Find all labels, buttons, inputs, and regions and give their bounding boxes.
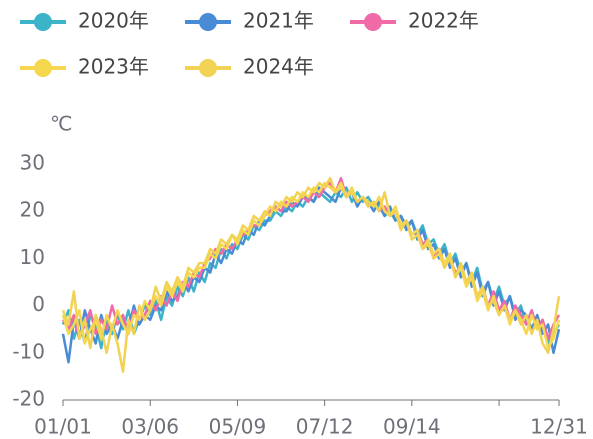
series-line — [61, 176, 561, 373]
series-line — [61, 186, 561, 364]
x-tick-label: 07/12 — [296, 415, 354, 439]
x-tick-label: 05/09 — [209, 415, 267, 439]
x-tick-label: 12/31 — [530, 415, 588, 439]
series-line — [61, 186, 561, 350]
legend-label: 2023年 — [78, 55, 149, 79]
x-tick-label: 03/06 — [121, 415, 179, 439]
x-tick-label: 01/01 — [34, 415, 92, 439]
x-tick-label: 09/14 — [383, 415, 441, 439]
y-tick-label: -10 — [12, 339, 45, 363]
legend-label: 2020年 — [78, 9, 149, 33]
legend-marker — [364, 13, 382, 31]
legend-marker — [34, 13, 52, 31]
legend-marker — [199, 59, 217, 77]
y-tick-label: 10 — [20, 245, 45, 269]
y-axis-unit: ℃ — [50, 112, 72, 136]
legend-label: 2022年 — [408, 9, 479, 33]
legend-label: 2021年 — [243, 9, 314, 33]
legend: 2020年 2021年 2022年 2023年 2024年 — [20, 9, 479, 79]
y-tick-label: 0 — [32, 292, 45, 316]
y-tick-label: 20 — [20, 198, 45, 222]
legend-marker — [199, 13, 217, 31]
y-tick-label: 30 — [20, 151, 45, 175]
legend-label: 2024年 — [243, 55, 314, 79]
legend-marker — [34, 59, 52, 77]
y-tick-label: -20 — [12, 387, 45, 411]
